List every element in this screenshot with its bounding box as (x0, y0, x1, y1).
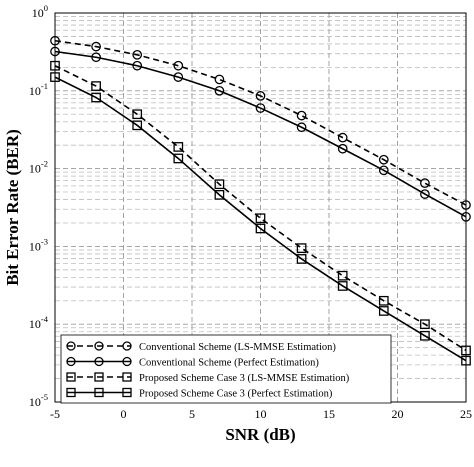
data-point (337, 143, 348, 154)
data-point (173, 153, 184, 164)
data-point (255, 223, 266, 234)
y-axis-label: Bit Error Rate (BER) (3, 129, 22, 286)
data-point (337, 132, 348, 143)
legend-marker (66, 372, 76, 382)
series-line (54, 76, 467, 362)
data-point (214, 179, 225, 190)
data-point (378, 295, 389, 306)
legend-marker (94, 372, 104, 382)
x-axis-label: SNR (dB) (225, 425, 295, 444)
legend-marker (122, 341, 132, 351)
legend-marker (94, 356, 104, 367)
x-tick-label: 5 (189, 407, 195, 421)
legend-marker (66, 387, 76, 398)
data-point (420, 330, 430, 341)
x-tick-label: 20 (392, 407, 404, 421)
x-tick-label: 10 (255, 407, 267, 421)
x-tick-label: 15 (323, 407, 335, 421)
data-point (132, 49, 143, 60)
y-tick-label: 10-1 (29, 81, 48, 98)
data-point (214, 74, 225, 85)
data-point (91, 81, 101, 91)
series-line (54, 50, 467, 218)
data-point (255, 103, 266, 113)
legend-entry: Proposed Scheme Case 3 (LS-MMSE Estimati… (66, 372, 350, 384)
legend-label: Proposed Scheme Case 3 (Perfect Estimati… (139, 389, 333, 400)
data-point (214, 85, 225, 96)
legend-entry: Conventional Scheme (LS-MMSE Estimation) (66, 341, 336, 353)
y-tick-label: 100 (32, 3, 48, 20)
data-point (173, 60, 184, 71)
legend-label: Conventional Scheme (Perfect Estimation) (139, 358, 319, 369)
y-tick-label: 10-3 (29, 236, 48, 253)
legend-marker (122, 372, 132, 382)
x-tick-label: 0 (121, 407, 127, 421)
series-1 (50, 35, 471, 210)
data-point (378, 306, 389, 316)
data-point (132, 60, 143, 71)
legend-entry: Proposed Scheme Case 3 (Perfect Estimati… (66, 387, 333, 400)
data-point (132, 109, 143, 120)
data-point (337, 270, 348, 281)
data-point (91, 41, 101, 52)
legend-marker (94, 341, 104, 351)
data-point (173, 142, 184, 152)
legend-marker (122, 387, 132, 398)
data-point (255, 213, 266, 224)
data-point (420, 189, 430, 199)
data-point (337, 281, 348, 291)
legend-marker (66, 341, 76, 351)
legend-marker (122, 356, 132, 367)
data-point (91, 52, 101, 63)
series-2 (50, 46, 471, 222)
data-point (296, 254, 307, 264)
data-point (296, 122, 307, 133)
x-tick-label: -5 (50, 407, 60, 421)
data-point (173, 72, 184, 82)
data-point (296, 243, 307, 253)
series-line (54, 39, 467, 206)
data-point (255, 91, 266, 101)
x-tick-label: 25 (460, 407, 472, 421)
legend-label: Proposed Scheme Case 3 (LS-MMSE Estimati… (139, 373, 350, 384)
y-tick-label: 10-5 (29, 392, 48, 409)
data-point (420, 178, 430, 189)
data-point (132, 120, 143, 131)
legend: Conventional Scheme (LS-MMSE Estimation)… (60, 334, 392, 404)
series-layer (50, 35, 471, 366)
series-line (54, 65, 467, 352)
legend-box (60, 334, 392, 404)
data-point (378, 165, 389, 176)
data-point (296, 110, 307, 121)
legend-entry: Conventional Scheme (Perfect Estimation) (66, 356, 319, 369)
y-tick-label: 10-2 (29, 159, 48, 176)
data-point (420, 319, 430, 330)
series-4 (50, 72, 471, 366)
legend-marker (66, 356, 76, 367)
y-tick-label: 10-4 (29, 314, 49, 331)
legend-label: Conventional Scheme (LS-MMSE Estimation) (139, 342, 336, 353)
data-point (91, 92, 101, 103)
legend-marker (94, 387, 104, 398)
data-point (378, 154, 389, 165)
data-point (214, 189, 225, 200)
